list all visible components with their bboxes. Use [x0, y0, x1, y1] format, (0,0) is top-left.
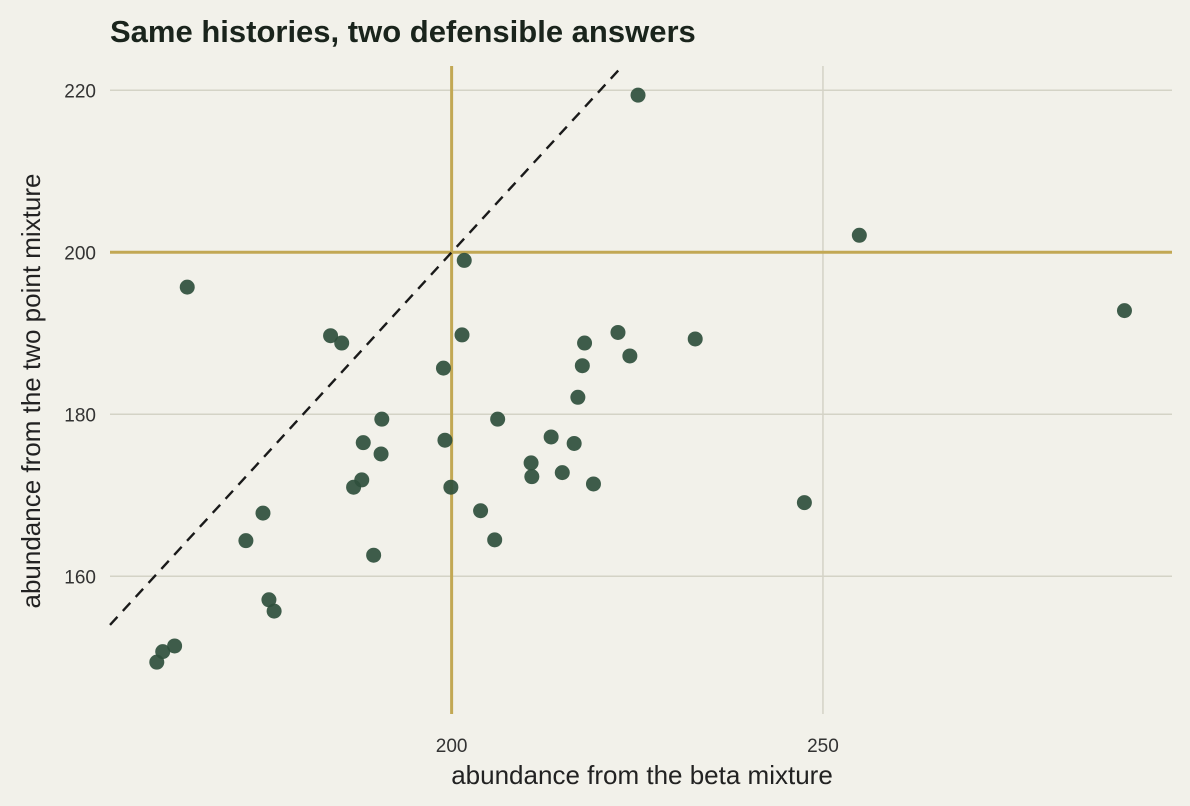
- data-point: [179, 279, 195, 295]
- data-point: [554, 465, 570, 481]
- data-point: [577, 335, 593, 351]
- data-point: [630, 87, 646, 103]
- data-point: [238, 533, 254, 549]
- x-axis-label: abundance from the beta mixture: [451, 760, 833, 790]
- data-point: [570, 389, 586, 405]
- data-point: [796, 495, 812, 511]
- data-point: [610, 324, 626, 340]
- y-tick-label: 220: [64, 81, 96, 102]
- data-point: [255, 505, 271, 521]
- y-tick-label: 200: [64, 243, 96, 264]
- x-tick-label: 250: [807, 736, 839, 757]
- data-point: [523, 455, 539, 471]
- chart-title: Same histories, two defensible answers: [110, 14, 696, 49]
- data-point: [574, 358, 590, 374]
- data-point: [323, 328, 339, 344]
- data-point: [373, 446, 389, 462]
- data-point: [851, 227, 867, 243]
- data-point: [435, 360, 451, 376]
- data-point: [334, 335, 350, 351]
- data-point: [1116, 303, 1132, 319]
- reference-lines: [109, 65, 1172, 714]
- data-point: [622, 348, 638, 364]
- identity-diagonal-line: [109, 65, 624, 626]
- data-point: [490, 411, 506, 427]
- data-point: [355, 435, 371, 451]
- data-point: [487, 532, 503, 548]
- x-tick-label: 200: [436, 736, 468, 757]
- data-point: [366, 547, 382, 563]
- data-point: [524, 469, 540, 485]
- data-point: [566, 435, 582, 451]
- data-point: [443, 479, 459, 495]
- data-point: [543, 429, 559, 445]
- data-point: [687, 331, 703, 347]
- y-axis-label: abundance from the two point mixture: [16, 173, 46, 608]
- tick-labels: 160 180 200 220 200 250: [64, 81, 839, 757]
- y-tick-label: 180: [64, 405, 96, 426]
- data-point: [437, 432, 453, 448]
- y-tick-label: 160: [64, 567, 96, 588]
- data-point: [374, 411, 390, 427]
- data-point: [454, 327, 470, 343]
- data-point: [354, 472, 370, 488]
- data-point: [473, 503, 489, 519]
- data-point: [266, 603, 282, 619]
- data-point: [167, 638, 183, 654]
- data-point: [456, 252, 472, 268]
- data-points: [149, 87, 1132, 670]
- data-point: [585, 476, 601, 492]
- data-point: [261, 592, 277, 608]
- data-point: [155, 644, 171, 660]
